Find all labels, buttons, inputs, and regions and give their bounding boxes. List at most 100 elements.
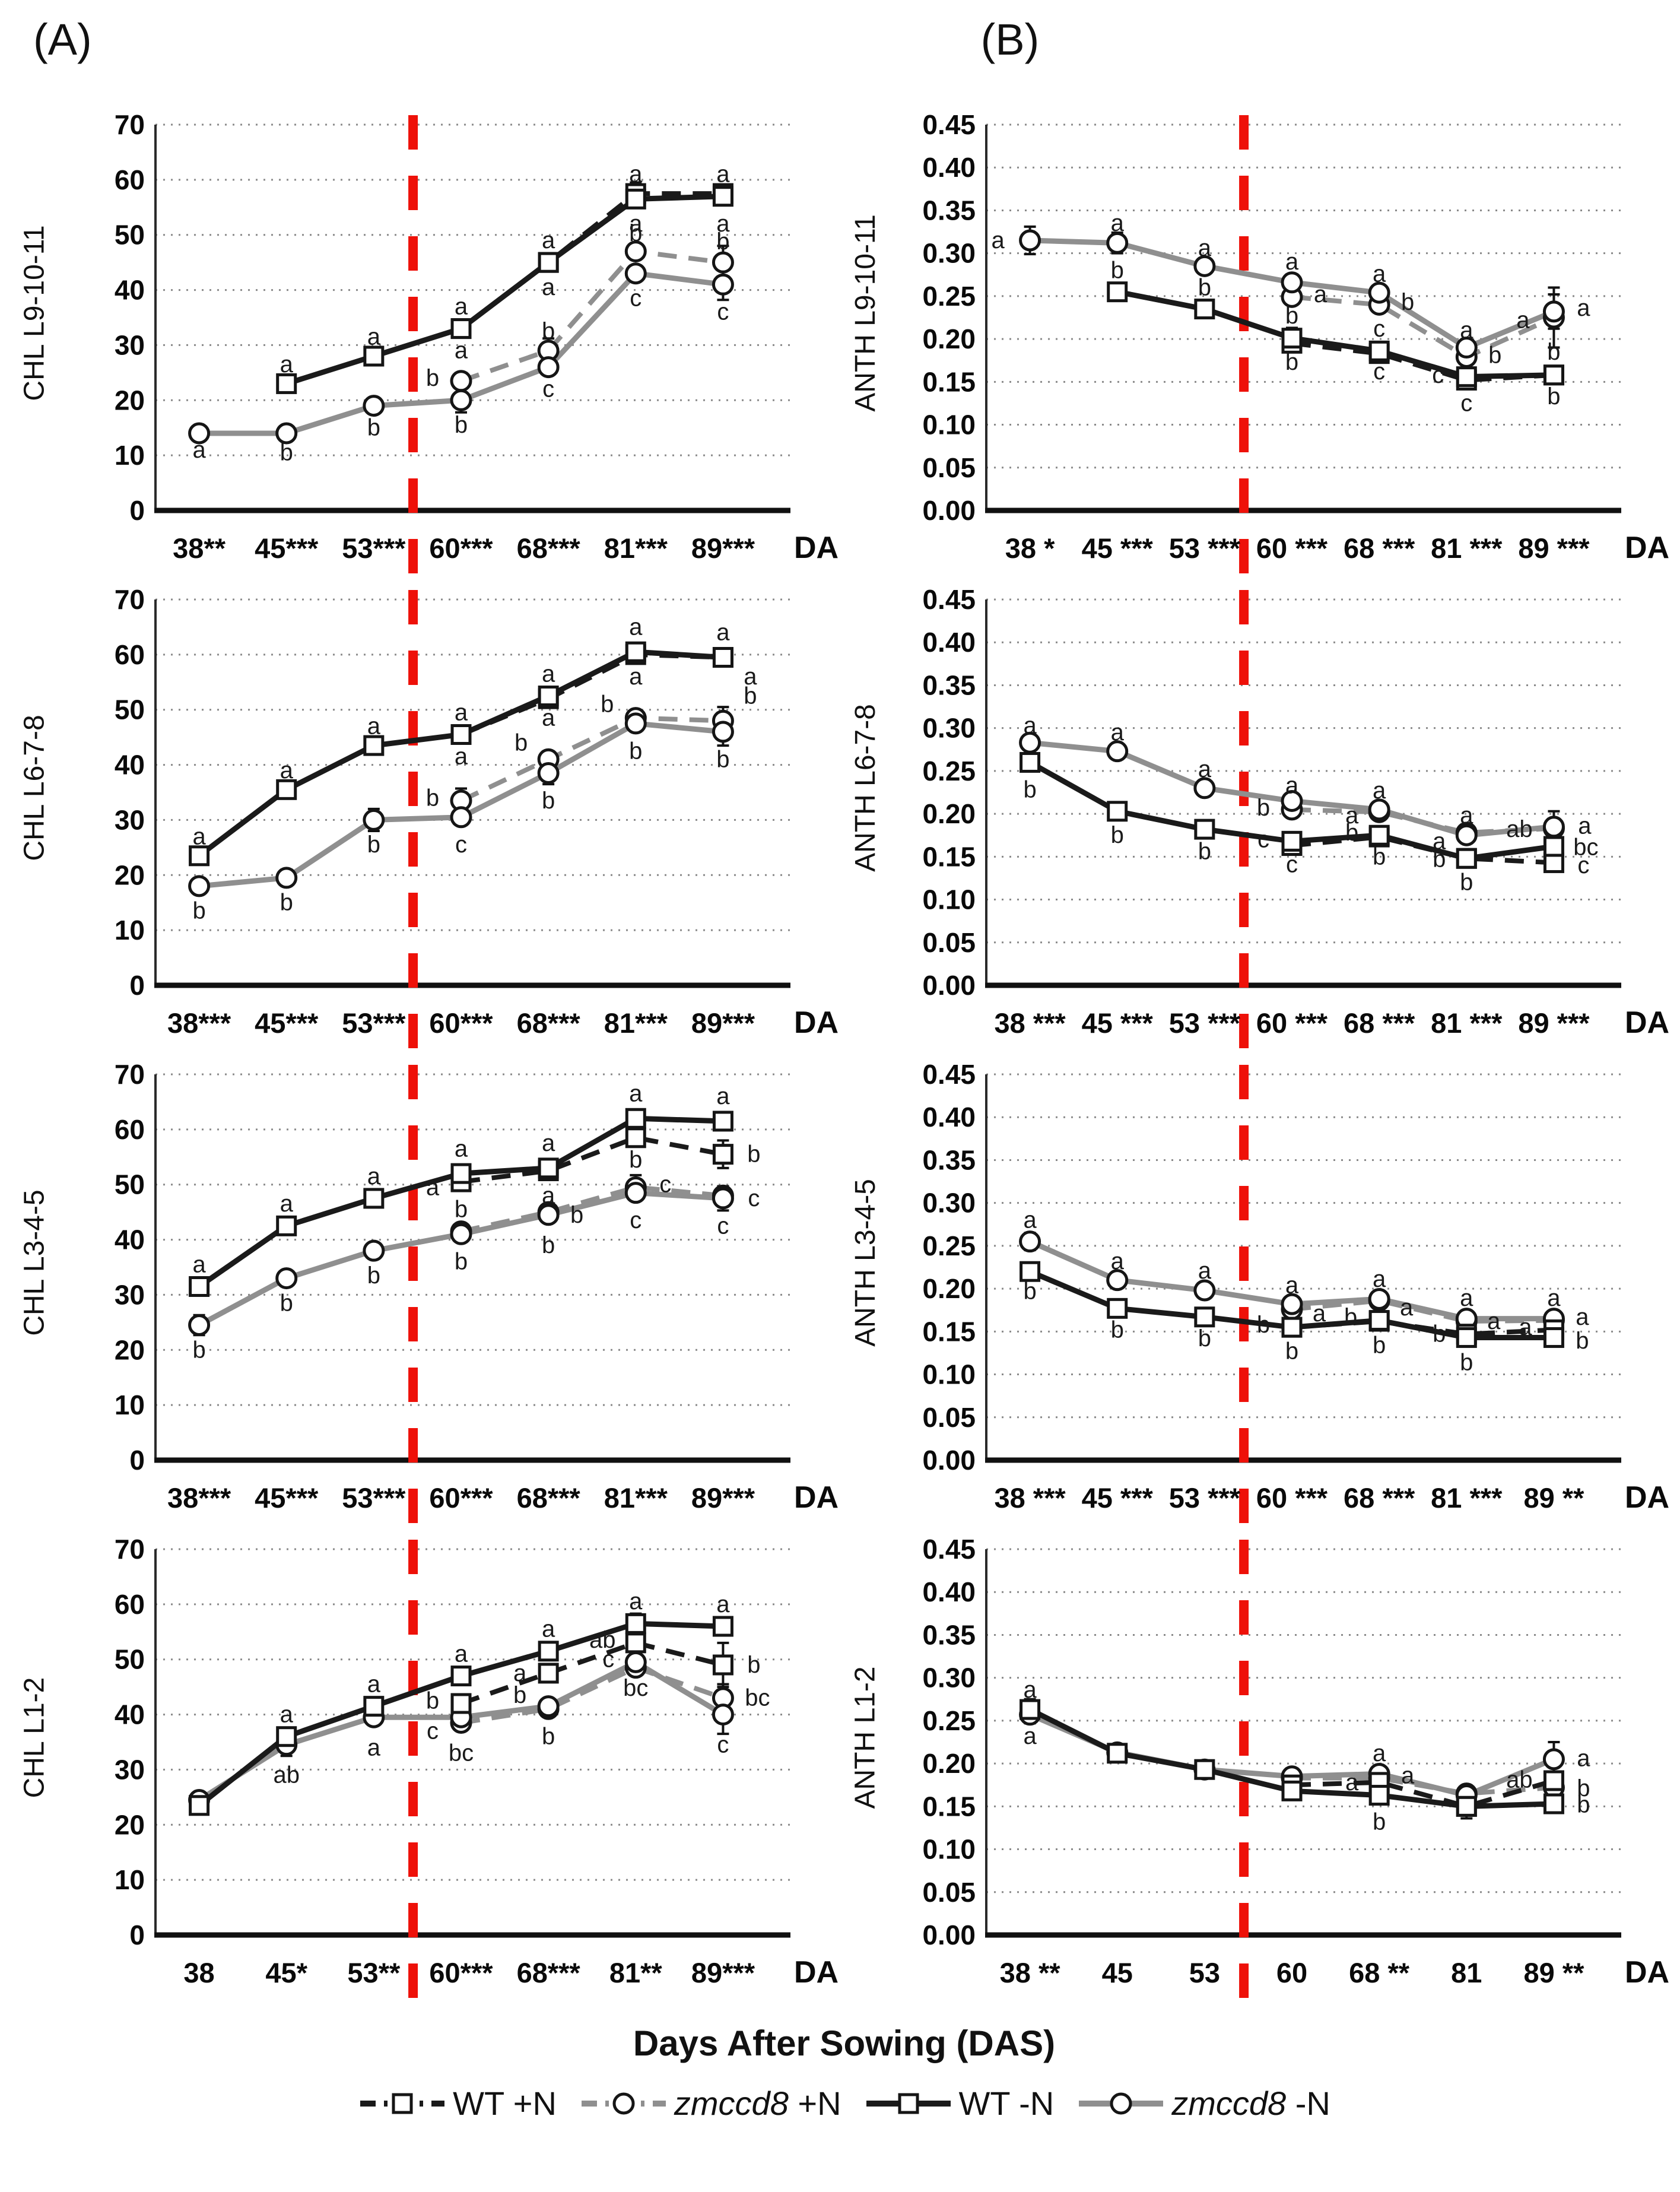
circle-marker	[1368, 798, 1390, 821]
square-marker	[538, 1663, 559, 1684]
y-tick-label: 60	[115, 1114, 145, 1145]
significance-letter: a	[542, 227, 555, 253]
significance-letter: bc	[449, 1740, 474, 1766]
significance-letter: c	[1460, 390, 1472, 416]
y-axis-title-text: ANTH L9-10-11	[849, 214, 881, 412]
y-tick-label: 10	[115, 1864, 145, 1895]
y-tick-label: 40	[115, 1225, 145, 1255]
significance-letter: b	[367, 415, 380, 441]
x-tick-label: 68***	[517, 1482, 581, 1514]
square-marker	[712, 1654, 733, 1676]
significance-letter: a	[629, 614, 643, 640]
circle-marker	[1193, 255, 1216, 277]
square-marker	[1543, 1793, 1564, 1814]
y-tick-label: 20	[115, 1809, 145, 1840]
significance-letter: b	[1345, 820, 1358, 846]
significance-letter: b	[1198, 839, 1211, 865]
significance-letter: b	[455, 1197, 468, 1223]
significance-letter: a	[1576, 1304, 1589, 1330]
square-marker	[189, 845, 210, 867]
x-tick-label: 38	[183, 1957, 214, 1988]
x-tick-label: 68***	[517, 532, 581, 564]
x-tick-label: 45 ***	[1082, 1007, 1154, 1039]
significance-letter: a	[367, 1671, 381, 1698]
significance-letter: b	[1547, 383, 1560, 410]
significance-letter: b	[1111, 822, 1124, 848]
significance-letter: b	[542, 1724, 555, 1750]
circle-marker	[537, 356, 560, 379]
chart-chl-l9-10-11: 010203040506070aababaabbaabcaabcaabc38**…	[115, 109, 838, 579]
row-l9-10-11: CHL L9-10-11 0 10 20 30 40 50 60 70 a a b a b a a b b a a b…	[8, 108, 1680, 583]
x-tick-label: 45***	[255, 1482, 319, 1514]
significance-letter: a	[1198, 1258, 1212, 1284]
significance-letter: b	[542, 1232, 555, 1258]
x-tick-label: 68***	[517, 1957, 581, 1988]
x-tick-label: 68***	[517, 1007, 581, 1039]
das-label: DAS	[794, 531, 838, 565]
significance-letter: b	[426, 365, 439, 391]
significance-letter: a	[744, 664, 757, 690]
square-marker	[1543, 1770, 1564, 1791]
significance-letter: a	[1345, 802, 1359, 829]
significance-letter: b	[426, 1687, 439, 1714]
x-tick-label: 89 **	[1523, 1957, 1584, 1988]
square-marker	[1281, 328, 1303, 349]
significance-letter: a	[1023, 1207, 1037, 1233]
square-marker	[1194, 1306, 1215, 1328]
x-tick-label: 89 ***	[1518, 1007, 1590, 1039]
panel-anth-l9-10-11: ANTH L9-10-11 0.00 0.05 0.10 0.15 0.20 0.25 0.…	[839, 108, 1670, 583]
significance-letter: a	[1198, 756, 1212, 782]
circle-marker	[1106, 740, 1129, 763]
significance-letter: b	[1577, 1791, 1590, 1817]
significance-letter: a	[1460, 318, 1473, 344]
y-tick-label: 0.00	[922, 970, 976, 1001]
y-tick-label: 60	[115, 1589, 145, 1620]
y-tick-label: 0.30	[922, 238, 976, 269]
significance-letter: b	[1433, 1321, 1446, 1347]
circle-marker	[275, 867, 298, 889]
y-tick-label: 0	[129, 970, 145, 1001]
square-marker	[1281, 1317, 1303, 1338]
significance-letter: a	[716, 161, 730, 188]
y-tick-label: 10	[115, 1390, 145, 1420]
significance-letter: b	[716, 229, 729, 255]
square-marker	[538, 1641, 559, 1662]
significance-letter: b	[747, 1141, 760, 1168]
significance-letter: b	[1198, 1325, 1211, 1352]
y-tick-label: 0.05	[922, 452, 976, 483]
square-marker	[276, 1726, 297, 1747]
x-tick-label: 68 **	[1349, 1957, 1410, 1988]
das-label: DAS	[794, 1480, 838, 1515]
legend-marker-square	[360, 2093, 445, 2114]
significance-letter: a	[1547, 1285, 1561, 1311]
x-tick-label: 60***	[429, 1482, 493, 1514]
significance-letter: a	[455, 338, 468, 364]
y-tick-label: 40	[115, 1699, 145, 1730]
significance-letter: c	[659, 1172, 671, 1198]
x-tick-label: 45 ***	[1082, 532, 1154, 564]
significance-letter: c	[1577, 852, 1589, 878]
significance-letter: a	[1023, 1677, 1037, 1703]
y-tick-label: 0.25	[922, 281, 976, 312]
significance-letter: b	[1344, 1304, 1357, 1330]
chart-anth-l9-10-11: 0.00 0.05 0.10 0.15 0.20 0.25 0.30 0.35 0.40 0.45…	[922, 109, 1669, 579]
row-l3-4-5: CHL L3-4-5 0 10 20 30 40 50 60 70 a b a b a b a a b b a a b b…	[8, 1058, 1680, 1533]
square-marker	[1194, 299, 1215, 320]
x-tick-label: 81 ***	[1431, 532, 1503, 564]
significance-letter: a	[716, 620, 730, 646]
significance-letter: b	[192, 1337, 205, 1363]
significance-letter: b	[1401, 289, 1414, 315]
significance-letter: a	[367, 713, 381, 740]
significance-letter: b	[744, 683, 757, 709]
significance-letter: b	[455, 412, 468, 438]
significance-letter: a	[192, 823, 206, 849]
circle-marker	[450, 370, 472, 392]
x-tick-label: 60 ***	[1256, 532, 1328, 564]
square-marker	[538, 252, 559, 273]
significance-letter: bc	[745, 1685, 770, 1711]
significance-letter: a	[455, 1641, 468, 1667]
significance-letter: a	[1577, 1745, 1590, 1771]
significance-letter: a	[1433, 828, 1446, 854]
significance-letter: b	[515, 729, 528, 756]
significance-letter: a	[455, 699, 468, 725]
